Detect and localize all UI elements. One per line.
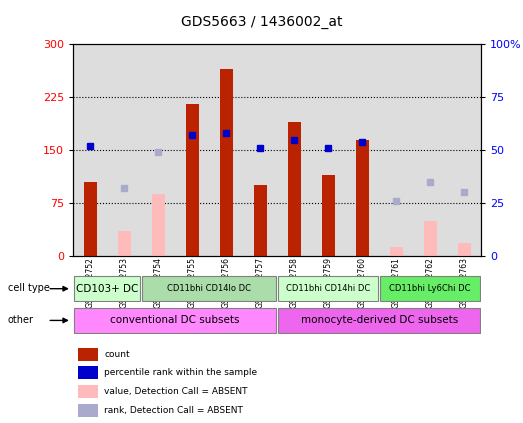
- Text: conventional DC subsets: conventional DC subsets: [110, 316, 240, 325]
- Bar: [78, 348, 98, 360]
- Bar: [322, 175, 335, 256]
- Text: monocyte-derived DC subsets: monocyte-derived DC subsets: [301, 316, 458, 325]
- Bar: [288, 122, 301, 256]
- Bar: [278, 308, 480, 333]
- Bar: [142, 276, 276, 301]
- Text: other: other: [8, 315, 34, 325]
- Text: CD103+ DC: CD103+ DC: [76, 284, 139, 294]
- Text: GDS5663 / 1436002_at: GDS5663 / 1436002_at: [181, 15, 342, 29]
- Bar: [356, 140, 369, 256]
- Bar: [424, 221, 437, 256]
- Bar: [380, 276, 480, 301]
- Bar: [78, 366, 98, 379]
- Bar: [390, 247, 403, 256]
- Bar: [118, 231, 131, 256]
- Bar: [78, 404, 98, 417]
- Text: count: count: [105, 349, 130, 359]
- Bar: [152, 194, 165, 256]
- Text: rank, Detection Call = ABSENT: rank, Detection Call = ABSENT: [105, 406, 243, 415]
- Text: CD11bhi CD14lo DC: CD11bhi CD14lo DC: [167, 284, 251, 293]
- Bar: [278, 276, 378, 301]
- Bar: [78, 385, 98, 398]
- Bar: [74, 308, 276, 333]
- Text: CD11bhi Ly6Chi DC: CD11bhi Ly6Chi DC: [390, 284, 471, 293]
- Bar: [254, 185, 267, 256]
- Bar: [220, 69, 233, 256]
- Bar: [84, 182, 97, 256]
- Bar: [74, 276, 140, 301]
- Text: value, Detection Call = ABSENT: value, Detection Call = ABSENT: [105, 387, 248, 396]
- Text: cell type: cell type: [8, 283, 50, 294]
- Text: CD11bhi CD14hi DC: CD11bhi CD14hi DC: [286, 284, 370, 293]
- Text: percentile rank within the sample: percentile rank within the sample: [105, 368, 257, 377]
- Bar: [458, 243, 471, 256]
- Bar: [186, 104, 199, 256]
